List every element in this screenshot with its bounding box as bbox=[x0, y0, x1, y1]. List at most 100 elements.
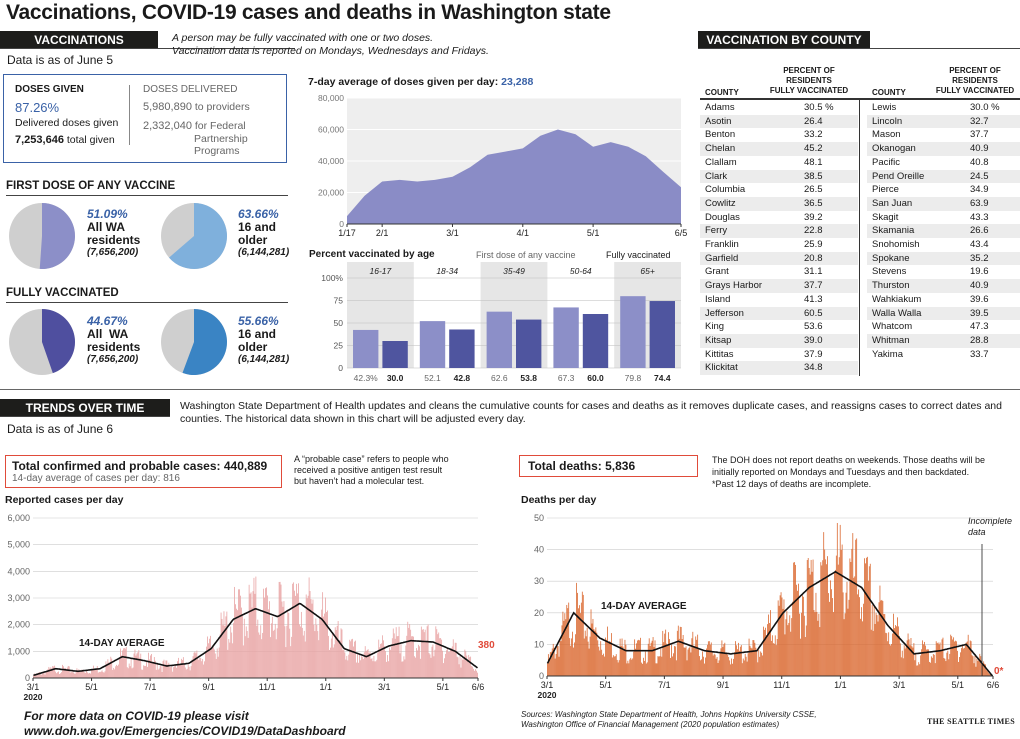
daily-bar bbox=[148, 652, 149, 678]
x-tick-label: 7/1 bbox=[144, 682, 157, 692]
daily-bar bbox=[860, 618, 861, 676]
y-tick-label: 40,000 bbox=[318, 156, 344, 166]
daily-bar bbox=[270, 637, 271, 678]
daily-bar bbox=[548, 659, 550, 676]
daily-bar bbox=[158, 668, 160, 678]
daily-bar bbox=[571, 638, 573, 676]
daily-bar bbox=[82, 670, 84, 678]
daily-bar bbox=[56, 673, 57, 678]
footer-more-2[interactable]: www.doh.wa.gov/Emergencies/COVID19/DataD… bbox=[24, 724, 346, 738]
y-tick-label: 0 bbox=[338, 363, 343, 373]
daily-bar bbox=[87, 672, 88, 678]
daily-bar bbox=[462, 659, 464, 678]
daily-bar bbox=[920, 655, 922, 676]
daily-bar bbox=[618, 660, 620, 676]
daily-bar bbox=[868, 566, 870, 676]
daily-bar bbox=[841, 544, 843, 676]
daily-bar bbox=[890, 645, 892, 676]
bar-first-dose bbox=[486, 311, 512, 368]
doses-delivered-label: DOSES DELIVERED bbox=[143, 84, 238, 95]
daily-bar bbox=[306, 598, 308, 678]
daily-bar bbox=[174, 666, 176, 678]
county-name: Yakima bbox=[872, 348, 903, 360]
row-shade bbox=[700, 169, 858, 184]
daily-bar bbox=[641, 662, 642, 676]
daily-bar bbox=[961, 645, 963, 676]
daily-bar bbox=[866, 556, 868, 676]
daily-bar bbox=[217, 656, 219, 678]
daily-bar bbox=[196, 650, 198, 678]
daily-bar bbox=[391, 638, 393, 678]
daily-bar bbox=[684, 647, 686, 676]
pie-pct: 44.67% bbox=[87, 314, 128, 328]
daily-bar bbox=[695, 636, 697, 676]
daily-bar bbox=[593, 629, 595, 676]
probable-note-3: but haven’t had a molecular test. bbox=[294, 476, 425, 486]
daily-bar bbox=[77, 670, 79, 678]
daily-bar bbox=[110, 656, 112, 678]
daily-bar bbox=[838, 557, 840, 676]
divider bbox=[6, 302, 288, 303]
row-shade bbox=[700, 142, 858, 156]
daily-bar bbox=[633, 651, 635, 676]
daily-bar bbox=[741, 663, 743, 676]
daily-bar bbox=[969, 640, 971, 676]
daily-bar bbox=[690, 652, 692, 676]
daily-bar bbox=[951, 636, 953, 676]
daily-bar bbox=[848, 599, 850, 676]
county-name: Island bbox=[705, 293, 731, 305]
daily-bar bbox=[897, 617, 898, 676]
daily-bar bbox=[844, 613, 846, 676]
daily-bar bbox=[702, 651, 703, 676]
county-name: Clark bbox=[705, 170, 728, 182]
pie-vaccinated-slice bbox=[169, 203, 227, 269]
daily-bar bbox=[150, 655, 151, 678]
vaccinations-header: VACCINATIONS bbox=[0, 31, 158, 49]
county-name: Lincoln bbox=[872, 115, 903, 127]
deaths-note-3: *Past 12 days of deaths are incomplete. bbox=[712, 479, 872, 489]
daily-bar bbox=[337, 621, 339, 678]
daily-bar bbox=[725, 653, 727, 676]
daily-bar bbox=[713, 653, 715, 676]
county-value: 26.5 bbox=[804, 184, 823, 196]
daily-bar bbox=[717, 663, 719, 676]
daily-bar bbox=[206, 646, 207, 678]
daily-bar bbox=[314, 631, 316, 678]
daily-bar bbox=[409, 624, 411, 678]
daily-bar bbox=[249, 593, 251, 678]
daily-bar bbox=[297, 593, 298, 678]
daily-bar bbox=[72, 671, 74, 678]
daily-bar bbox=[447, 648, 448, 678]
county-value: 20.8 bbox=[804, 252, 823, 264]
daily-bar bbox=[401, 661, 403, 678]
daily-bar bbox=[151, 653, 152, 678]
daily-bar bbox=[247, 637, 249, 678]
county-value: 19.6 bbox=[970, 266, 989, 278]
daily-bar bbox=[299, 624, 300, 678]
daily-bar bbox=[880, 600, 882, 676]
county-name: King bbox=[705, 321, 725, 333]
daily-bar bbox=[216, 648, 218, 678]
daily-bar bbox=[240, 607, 242, 678]
daily-bar bbox=[373, 656, 375, 678]
daily-bar bbox=[547, 663, 548, 676]
daily-bar bbox=[43, 672, 45, 678]
daily-bar bbox=[83, 671, 85, 678]
doses-given-pct: 87.26% bbox=[15, 100, 60, 115]
daily-bar bbox=[435, 626, 437, 678]
daily-bar bbox=[142, 669, 144, 678]
daily-bar bbox=[927, 649, 928, 676]
age-group-label: 50-64 bbox=[570, 266, 592, 276]
daily-bar bbox=[94, 668, 96, 678]
daily-bar bbox=[159, 665, 161, 678]
daily-bar bbox=[737, 649, 738, 676]
daily-bar bbox=[691, 638, 693, 676]
daily-bar bbox=[398, 626, 400, 678]
daily-bar bbox=[595, 627, 597, 676]
daily-bar bbox=[457, 657, 459, 678]
daily-bar bbox=[329, 649, 330, 678]
daily-bar bbox=[228, 639, 230, 678]
daily-bar bbox=[617, 662, 619, 676]
daily-bar bbox=[448, 651, 449, 678]
age-legend-first: First dose of any vaccine bbox=[476, 250, 576, 260]
